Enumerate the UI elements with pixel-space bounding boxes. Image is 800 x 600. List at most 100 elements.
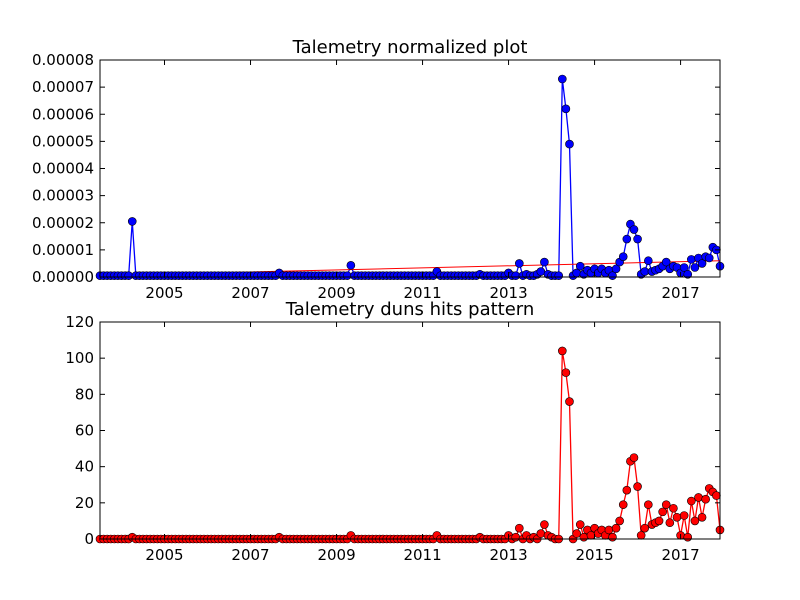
normalized-plot-chart: Talemetry normalized plot 2005 2007 2009 20… [32,37,725,302]
data-point [644,256,653,266]
data-point [540,520,549,529]
data-point [687,496,696,506]
x-tick-label: 2007 [231,546,269,564]
data-point [575,520,585,529]
data-point [511,271,521,280]
data-point [618,252,628,261]
x-tick-label: 2017 [661,546,699,564]
series-line [100,78,720,277]
x-tick-label: 2009 [317,546,355,564]
data-point [511,532,521,542]
data-point [346,261,356,270]
data-point [554,271,564,280]
series-line [100,350,720,539]
y-tick-label: 0.00004 [32,160,94,178]
data-point [694,493,703,502]
data-point [629,225,639,234]
y-tick-label: 0.00005 [32,132,94,150]
data-point [586,531,596,540]
axes-frame [99,59,721,278]
data-point [712,491,721,500]
data-point [633,234,642,244]
data-point [697,512,707,522]
y-tick-label: 120 [65,313,94,331]
data-point [701,494,710,504]
data-point [658,507,667,517]
data-point [342,271,352,280]
x-tick-label: 2013 [489,546,527,564]
data-point [515,523,524,533]
data-point [622,234,632,244]
x-tick-label: 2013 [489,284,527,302]
data-point [604,525,614,535]
data-point [629,453,639,462]
y-tick-label: 40 [75,458,94,476]
y-tick-label: 60 [75,422,94,440]
data-point [704,253,714,263]
data-point [679,263,689,272]
y-tick-label: 0.00000 [32,268,94,286]
data-point [633,482,642,491]
y-tick-label: 0.00006 [32,105,94,123]
data-point [608,532,617,542]
x-tick-label: 2007 [231,284,269,302]
x-tick-label: 2015 [575,284,613,302]
data-point [561,104,571,114]
x-tick-label: 2015 [575,546,613,564]
x-tick-label: 2011 [403,284,441,302]
data-point [636,531,646,540]
data-point [669,503,678,513]
x-tick-label: 2005 [145,546,183,564]
y-tick-label: 20 [75,494,94,512]
data-point [690,263,700,272]
data-point [127,217,137,226]
y-tick-label: 0.00008 [32,51,94,69]
x-tick-label: 2005 [145,284,183,302]
data-point [654,516,664,526]
data-point [672,512,682,522]
data-point [622,485,632,495]
data-point [697,259,707,268]
data-point [536,529,546,538]
duns-hits-chart: Talemetry duns hits pattern 2005 2007 2009… [65,299,725,564]
data-point [683,269,693,279]
y-tick-label: 80 [75,385,94,403]
data-point [565,139,574,149]
x-tick-label: 2009 [317,284,355,302]
data-point [558,74,567,84]
data-point [611,264,621,274]
y-tick-label: 0.00001 [32,241,94,259]
y-tick-label: 0.00007 [32,78,94,96]
data-point [572,529,581,538]
y-tick-label: 0 [84,530,94,548]
data-point [558,346,567,356]
x-tick-label: 2017 [661,284,699,302]
data-point [536,267,546,276]
data-point [565,397,574,406]
data-point [608,271,617,280]
data-point [618,500,628,509]
x-tick-label: 2011 [403,546,441,564]
data-point [687,255,696,264]
data-point [683,532,693,542]
data-point [640,267,650,276]
chart-title: Talemetry normalized plot [292,37,528,58]
data-point [661,500,671,509]
y-tick-label: 0.00002 [32,214,94,232]
data-point [515,259,524,268]
data-point [611,523,621,533]
data-point [679,511,689,520]
data-point [615,516,624,526]
data-point [690,516,700,526]
data-point [661,257,671,267]
data-point [579,532,589,542]
data-point [575,261,585,271]
data-point [665,518,675,528]
data-point [640,523,650,533]
data-point [561,368,571,377]
y-tick-label: 0.00003 [32,187,94,205]
data-point [540,257,549,267]
y-tick-label: 100 [65,349,94,367]
data-point [124,271,133,280]
